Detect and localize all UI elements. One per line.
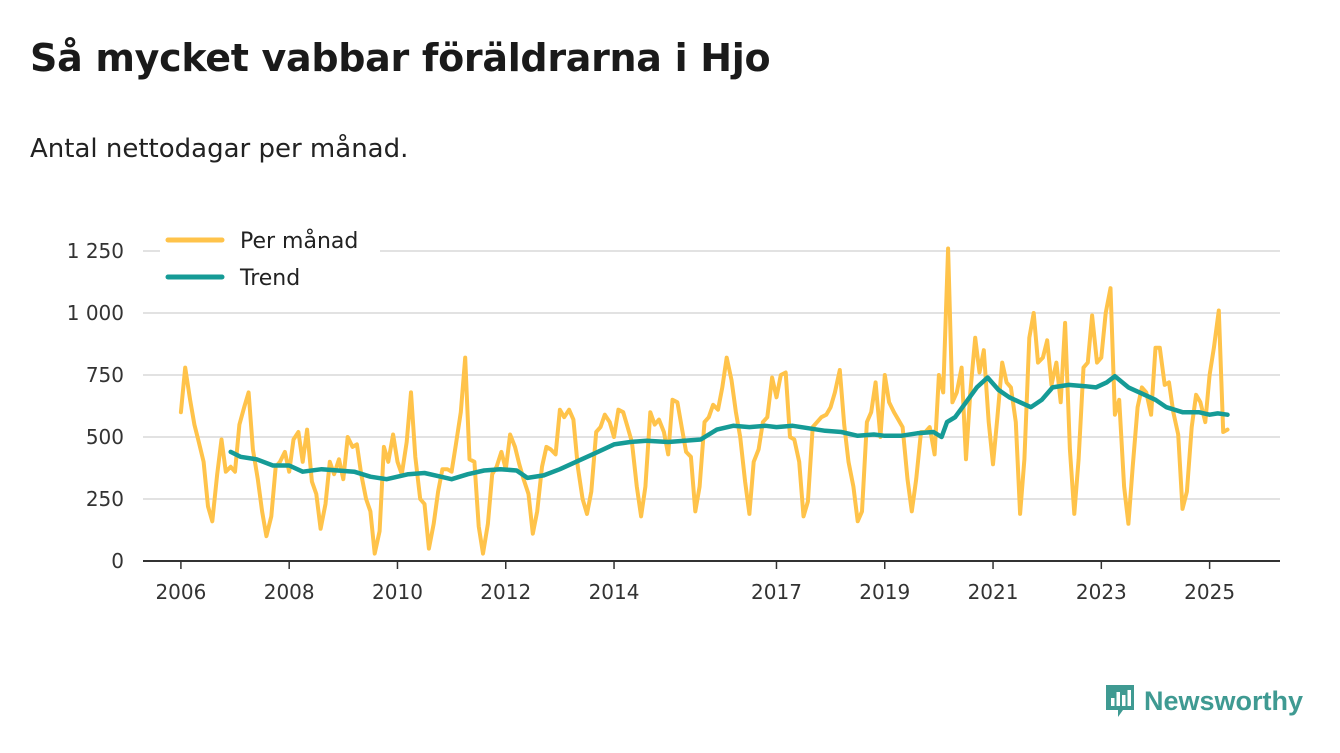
x-axis: 2006 2008 2010 2012 2014 2017 2019 2021 2023 2025 bbox=[143, 560, 1280, 604]
legend: Per månad Trend bbox=[160, 222, 380, 294]
y-tick-label: 1 000 bbox=[67, 301, 124, 325]
y-tick-label: 250 bbox=[86, 487, 124, 511]
y-tick-label: 750 bbox=[86, 363, 124, 387]
x-tick-label: 2010 bbox=[372, 580, 423, 604]
y-tick-label: 500 bbox=[86, 425, 124, 449]
brand-name: Newsworthy bbox=[1144, 685, 1304, 716]
x-tick-label: 2021 bbox=[968, 580, 1019, 604]
chart-subtitle: Antal nettodagar per månad. bbox=[30, 134, 409, 164]
chart-title: Så mycket vabbar föräldrarna i Hjo bbox=[30, 36, 771, 80]
y-axis-ticks: 0 250 500 750 1 000 1 250 bbox=[67, 239, 124, 573]
newsworthy-logo-icon bbox=[1106, 685, 1134, 717]
x-tick-label: 2019 bbox=[859, 580, 910, 604]
newsworthy-brand: Newsworthy bbox=[1104, 683, 1303, 719]
x-tick-label: 2025 bbox=[1184, 580, 1235, 604]
series-lines bbox=[178, 246, 1230, 556]
x-tick-label: 2014 bbox=[589, 580, 640, 604]
x-tick-label: 2017 bbox=[751, 580, 802, 604]
x-tick-label: 2006 bbox=[155, 580, 206, 604]
x-tick-label: 2008 bbox=[264, 580, 315, 604]
y-tick-label: 0 bbox=[111, 549, 124, 573]
legend-background bbox=[160, 222, 380, 294]
series-line-per-manad bbox=[178, 246, 1230, 556]
legend-label-trend: Trend bbox=[239, 266, 300, 291]
x-tick-label: 2012 bbox=[480, 580, 531, 604]
legend-label-per-manad: Per månad bbox=[240, 228, 358, 254]
y-tick-label: 1 250 bbox=[67, 239, 124, 263]
series-line-trend bbox=[228, 373, 1230, 482]
x-tick-label: 2023 bbox=[1076, 580, 1127, 604]
